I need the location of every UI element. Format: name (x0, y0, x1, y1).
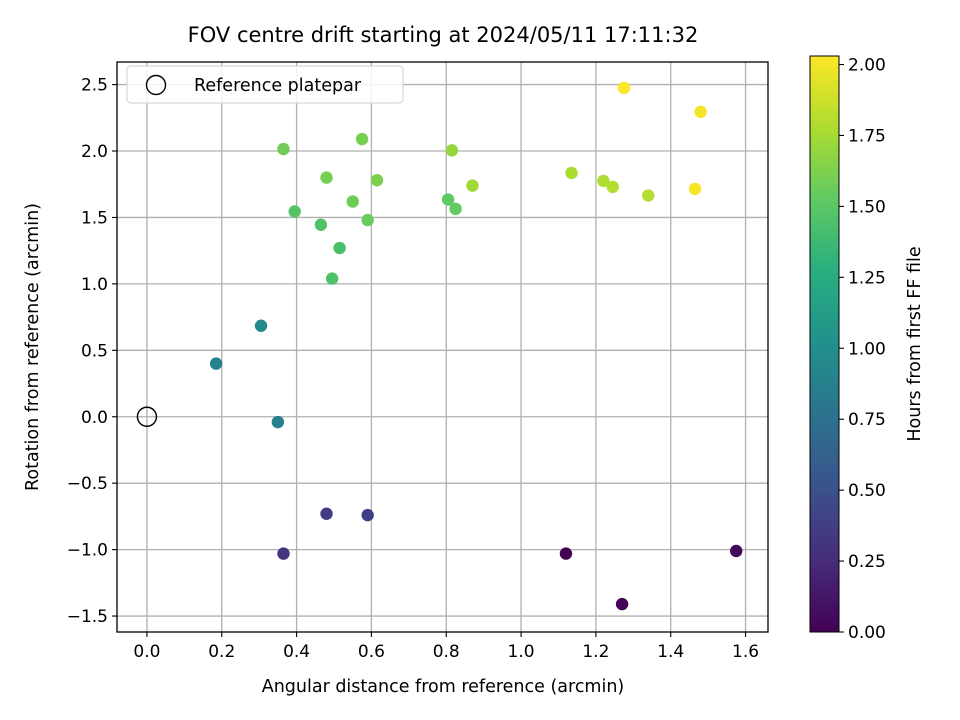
x-tick-label: 1.2 (582, 642, 609, 662)
reference-point (136, 406, 158, 427)
colorbar (809, 55, 840, 633)
data-point (694, 105, 707, 119)
data-point (277, 142, 290, 156)
plot-frame (116, 61, 769, 633)
data-point (445, 144, 459, 157)
data-point (597, 174, 610, 188)
colorbar-tick-label: 1.50 (848, 197, 886, 217)
data-point (559, 547, 573, 560)
legend-entry-label: Reference platepar (194, 76, 362, 96)
y-axis-label: Rotation from reference (arcmin) (23, 203, 43, 491)
x-tick-label: 1.4 (657, 642, 684, 662)
data-point (361, 508, 374, 522)
colorbar-tick-label: 1.25 (848, 268, 886, 288)
x-tick-label: 1.0 (508, 642, 535, 662)
colorbar-tick-label: 2.00 (848, 56, 886, 76)
x-tick-label: 0.2 (208, 642, 235, 662)
data-point (370, 174, 384, 187)
y-tick-label: 2.5 (81, 76, 108, 96)
colorbar-tick-label: 1.00 (848, 339, 886, 359)
x-tick-label: 1.6 (732, 642, 759, 662)
colorbar-ticks: 0.00 0.25 0.50 0.75 1.00 1.25 1.50 1.75 2.00 (839, 56, 886, 643)
y-tick-label: −0.5 (67, 474, 108, 494)
data-point (361, 213, 374, 227)
colorbar-tick-label: 0.75 (848, 410, 886, 430)
data-point (441, 193, 455, 206)
data-point (209, 357, 223, 370)
y-tick-label: −1.5 (67, 607, 108, 627)
data-point (688, 182, 702, 196)
legend-box (126, 65, 404, 104)
y-tick-label: 2.0 (81, 142, 108, 162)
data-point (288, 205, 301, 218)
grid-lines (117, 62, 768, 632)
colorbar-tick-label: 0.25 (848, 552, 886, 572)
chart-title: FOV centre drift starting at 2024/05/11 … (188, 23, 699, 47)
data-point (277, 547, 290, 560)
colorbar-tick-label: 0.50 (848, 481, 886, 501)
x-tick-label: 0.6 (358, 642, 385, 662)
data-point (333, 241, 346, 255)
x-axis-ticks: 0.0 0.2 0.4 0.6 0.8 1.0 1.2 1.4 1.6 (133, 632, 759, 662)
y-axis-ticks: −1.5 −1.0 −0.5 0.0 0.5 1.0 1.5 2.0 2.5 (67, 76, 117, 627)
data-points (209, 81, 743, 611)
legend: Reference platepar (126, 65, 404, 104)
data-point (565, 166, 578, 180)
reference-marker (136, 406, 158, 427)
x-axis-label: Angular distance from reference (arcmin) (262, 677, 625, 697)
data-point (729, 544, 743, 558)
data-point (615, 597, 629, 611)
data-point (271, 415, 285, 429)
x-tick-label: 0.0 (133, 642, 160, 662)
y-tick-label: 1.5 (81, 208, 108, 228)
y-tick-label: 1.0 (81, 275, 108, 295)
data-point (449, 202, 462, 216)
y-tick-label: 0.0 (81, 408, 108, 428)
data-point (617, 81, 631, 95)
data-point (355, 132, 369, 146)
data-point (642, 189, 655, 202)
colorbar-label: Hours from first FF file (905, 246, 925, 441)
x-tick-label: 0.8 (433, 642, 460, 662)
data-point (320, 171, 333, 184)
data-point (320, 507, 333, 520)
data-point (606, 180, 619, 194)
y-tick-label: −1.0 (67, 541, 108, 561)
data-point (254, 319, 268, 332)
legend-reference-marker (145, 74, 167, 96)
data-point (325, 272, 339, 285)
colorbar-tick-label: 0.00 (848, 623, 886, 643)
x-tick-label: 0.4 (283, 642, 310, 662)
data-point (346, 195, 359, 208)
colorbar-tick-label: 1.75 (848, 126, 886, 146)
y-tick-label: 0.5 (81, 341, 108, 361)
data-point (466, 179, 479, 192)
data-point (314, 218, 328, 231)
